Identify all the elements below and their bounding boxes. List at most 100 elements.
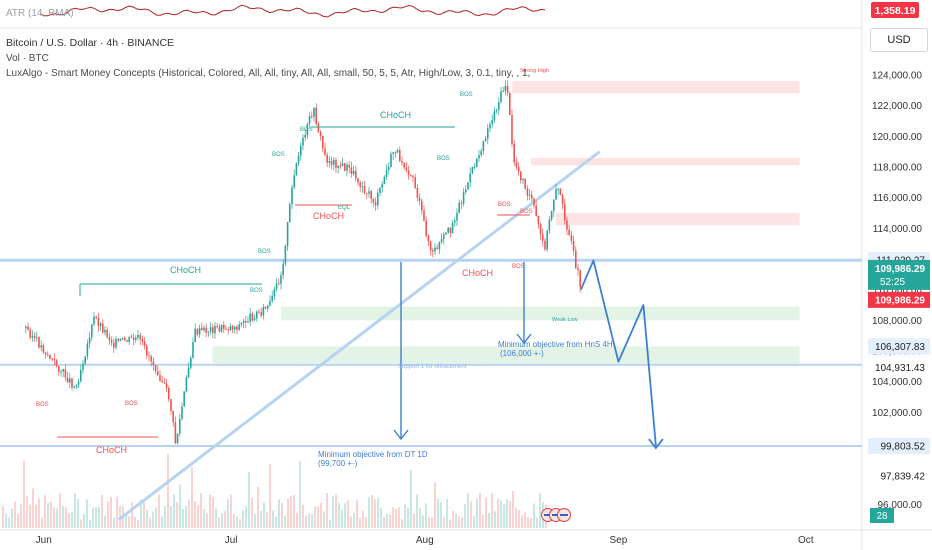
target-arrow-hns-head[interactable] <box>516 333 532 345</box>
candle-body <box>93 316 95 325</box>
time-axis[interactable]: Jun Jul Aug Sep Oct <box>36 535 814 546</box>
candle-body <box>486 128 489 139</box>
candle-body <box>211 327 214 334</box>
volume-bar <box>377 498 379 528</box>
volume-bar <box>80 519 82 528</box>
choch-label: CHoCH <box>380 110 411 120</box>
projection-path[interactable] <box>393 259 664 450</box>
projected-path[interactable] <box>580 259 657 447</box>
volume-bar <box>242 510 244 528</box>
volume-bar <box>263 502 265 528</box>
candle-body <box>372 199 375 203</box>
candle-body <box>535 205 537 216</box>
candle-body <box>99 323 102 326</box>
volume-bar <box>266 512 268 528</box>
candle-body <box>579 270 581 288</box>
atr-pane: ATR (14, RMA) 1,358.19 <box>6 2 919 19</box>
candle-body <box>572 240 575 251</box>
candle-body <box>359 182 361 187</box>
candle-body <box>537 215 540 225</box>
volume-bar <box>338 502 340 528</box>
candle-body <box>407 170 410 175</box>
candle-body <box>152 361 155 365</box>
candle-body <box>156 371 159 376</box>
candle-body <box>480 151 482 156</box>
symbol-title[interactable]: Bitcoin / U.S. Dollar · 4h · BINANCE <box>6 37 175 49</box>
volume-bar <box>323 511 325 528</box>
trendline[interactable] <box>117 150 601 521</box>
bos-label: BOS <box>512 264 525 270</box>
candle-body <box>489 124 491 129</box>
candle-body <box>178 418 181 434</box>
candle-body <box>555 189 557 200</box>
volume-bar <box>509 500 511 528</box>
volume-bar <box>44 495 46 528</box>
supply-zone <box>555 213 800 226</box>
candle-body <box>348 164 350 168</box>
candle-body <box>577 268 579 271</box>
atr-value: 1,358.19 <box>875 5 916 17</box>
candle-body <box>262 307 265 316</box>
atr-line <box>39 4 546 18</box>
ascending-trendline[interactable] <box>117 150 601 521</box>
candle-body <box>51 358 53 360</box>
volume-bar <box>518 509 520 528</box>
supply-zone <box>530 157 800 166</box>
volume-bar <box>437 498 439 528</box>
time-tick: Sep <box>609 535 627 546</box>
volume-bar <box>155 507 157 528</box>
volume-bar <box>506 498 508 528</box>
price-axis[interactable]: 96,000.0098,000.00100,000.00102,000.0010… <box>868 71 930 524</box>
volume-bar <box>11 508 13 528</box>
volume-bar <box>41 517 43 528</box>
projected-path-head[interactable] <box>648 438 664 450</box>
candle-body <box>460 202 463 204</box>
candle-body <box>181 406 183 419</box>
candle-body <box>526 188 529 196</box>
volume-bar <box>407 507 409 528</box>
candle-body <box>139 334 141 340</box>
volume-bar <box>173 494 175 528</box>
volume-bar <box>455 513 457 528</box>
volume-bar <box>494 511 496 528</box>
price-label: 104,931.43 <box>875 363 925 374</box>
candle-body <box>49 355 51 359</box>
candle-body <box>44 352 47 355</box>
candle-body <box>546 230 548 250</box>
candle-body <box>95 316 97 319</box>
volume-bar <box>533 503 535 528</box>
volume-bar <box>296 513 298 528</box>
volume-bar <box>485 497 487 528</box>
candle-body <box>420 200 423 211</box>
currency-selector[interactable]: USD <box>870 28 928 52</box>
volume-bar <box>8 517 10 528</box>
bos-label: BOS <box>520 209 533 215</box>
horizontal-levels <box>0 258 862 448</box>
candle-body <box>62 369 64 372</box>
choch-label: CHoCH <box>313 211 344 221</box>
volume-bar <box>476 498 478 528</box>
candle-body <box>504 85 507 91</box>
candle-body <box>517 166 520 172</box>
volume-bar <box>491 493 493 528</box>
candle-body <box>425 220 427 236</box>
choch-label: CHoCH <box>96 445 127 455</box>
candle-body <box>376 193 379 206</box>
target-arrow-dt-head[interactable] <box>393 429 409 441</box>
volume-bar <box>458 516 460 528</box>
candle-body <box>506 85 509 94</box>
volume-bar <box>50 501 52 528</box>
candle-body <box>497 102 500 110</box>
candle-body <box>104 329 106 333</box>
indicator-label[interactable]: LuxAlgo - Smart Money Concepts (Historic… <box>6 68 531 79</box>
candle-body <box>365 193 368 195</box>
bos-label: BOS <box>460 92 473 98</box>
candle-body <box>423 210 425 221</box>
volume-bar <box>386 513 388 528</box>
volume-bar <box>398 507 400 528</box>
volume-label[interactable]: Vol · BTC <box>6 53 49 64</box>
volume-bar <box>233 513 235 528</box>
candle-body <box>530 194 533 199</box>
candle-body <box>557 188 559 190</box>
